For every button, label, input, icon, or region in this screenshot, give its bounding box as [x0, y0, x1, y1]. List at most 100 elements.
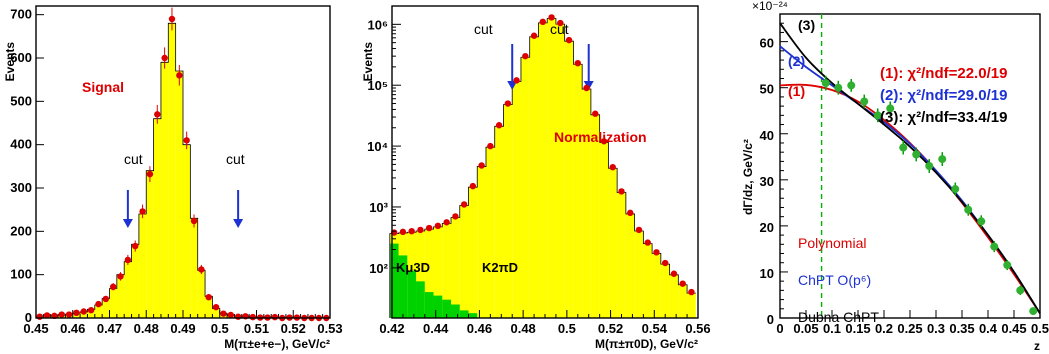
- normalization-mc-bar: [520, 57, 530, 319]
- spectrum-x-tick-label: 0.15: [845, 321, 870, 336]
- normalization-data-point: [679, 280, 686, 287]
- normalization-data-point: [513, 77, 520, 84]
- normalization-data-point: [434, 222, 442, 230]
- spectrum-x-tick-label: 0.25: [897, 321, 922, 336]
- spectrum-curve-tag: (2): [788, 53, 805, 69]
- signal-mc-bar: [175, 71, 183, 318]
- spectrum-x-tick-label: 0.5: [1031, 321, 1049, 336]
- normalization-kmu3-bar: [407, 270, 417, 318]
- normalization-mc-bar: [608, 168, 618, 318]
- signal-y-tick-label: 100: [10, 267, 32, 282]
- normalization-x-tick-label: 0.54: [642, 321, 668, 336]
- signal-data-point: [139, 208, 146, 215]
- spectrum-y-tick-label: 10: [760, 266, 774, 281]
- signal-data-point: [176, 72, 183, 79]
- normalization-data-point: [408, 227, 415, 235]
- normalization-mc-bar: [529, 36, 539, 318]
- signal-y-tick-label: 700: [10, 7, 32, 22]
- normalization-data-point: [635, 226, 643, 234]
- normalization-panel: 0.42 0.44 0.46 0.48 0.5 0.52 0.54 0.56 10² 10³ 10⁴…: [361, 5, 711, 351]
- signal-y-tick-label: 300: [10, 180, 32, 195]
- signal-x-tick-label: 0.51: [244, 321, 269, 336]
- spectrum-y-tick-label: 40: [760, 128, 774, 143]
- normalization-mc-bar: [512, 81, 521, 319]
- normalization-mc-bar: [660, 264, 670, 318]
- spectrum-data-point: [860, 97, 869, 106]
- signal-y-tick-label: 600: [10, 50, 32, 65]
- normalization-mc-bar: [485, 147, 495, 318]
- spectrum-y-axis-title: dΓ/dz, GeV/c²: [741, 139, 755, 215]
- signal-data-point: [271, 313, 279, 321]
- normalization-kmu3-bar: [442, 299, 452, 318]
- normalization-mc-bar: [687, 293, 696, 318]
- spectrum-model-label: Dubna ChPT: [798, 309, 879, 325]
- normalization-data-point: [627, 209, 634, 217]
- signal-mc-bar: [212, 308, 220, 318]
- signal-mc-bar: [183, 144, 191, 318]
- spectrum-model-label: ChPT O(p⁶): [798, 272, 871, 288]
- normalization-kmu3-bar: [424, 292, 434, 318]
- spectrum-x-tick-label: 0.05: [793, 321, 818, 336]
- normalization-data-point: [460, 201, 468, 208]
- signal-mc-bar: [102, 298, 110, 318]
- normalization-kmu3-bar: [433, 295, 443, 318]
- cut-label-right-2: cut: [550, 21, 569, 37]
- normalization-mc-bar: [547, 18, 556, 319]
- normalization-data-point: [548, 14, 555, 21]
- cut-label-right: cut: [226, 151, 245, 167]
- normalization-data-point: [574, 59, 581, 67]
- signal-axes: 0.45 0.46 0.47 0.48 0.49 0.5 0.51 0.52 0.53 0 100 2…: [10, 5, 343, 336]
- normalization-data-point: [644, 239, 651, 246]
- spectrum-data-point: [990, 242, 999, 251]
- normalization-mc-bar: [669, 274, 679, 318]
- normalization-data-point: [452, 213, 459, 220]
- normalization-data-points: [390, 14, 695, 296]
- signal-y-tick-label: 500: [10, 93, 32, 108]
- normalization-mc-bar: [573, 64, 583, 318]
- spectrum-data-points: [821, 75, 1038, 316]
- signal-mc-bar: [116, 274, 125, 318]
- normalization-mc-bar: [634, 230, 644, 318]
- signal-cut-arrow-left-head: [122, 219, 133, 228]
- normalization-data-point: [609, 163, 616, 171]
- signal-data-point: [212, 303, 220, 311]
- normalization-mc-bar: [652, 253, 661, 318]
- signal-data-point: [220, 310, 227, 317]
- signal-data-point: [102, 295, 110, 303]
- region-label-kmu3: Kμ3D: [396, 260, 430, 275]
- spectrum-y-tick-label: 0: [767, 312, 774, 327]
- spectrum-legend-entry: (3): χ²/ndf=33.4/19: [880, 109, 1007, 126]
- spectrum-data-point: [847, 81, 856, 90]
- signal-data-point: [117, 273, 124, 280]
- normalization-data-point: [670, 270, 678, 277]
- signal-y-axis-title: Events: [3, 42, 17, 82]
- normalization-data-point: [592, 110, 599, 117]
- normalization-mc-bar: [424, 229, 434, 318]
- spectrum-y-tick-label: 50: [760, 82, 774, 97]
- normalization-mc-bar: [494, 126, 504, 318]
- normalization-kmu3-bar: [389, 243, 399, 318]
- spectrum-curve-tag: (1): [788, 83, 805, 99]
- spectrum-model-labels: Polynomial ChPT O(p⁶) Dubna ChPT: [798, 235, 879, 325]
- spectrum-x-axis-title: z: [1034, 339, 1040, 353]
- normalization-data-point: [565, 36, 573, 44]
- region-label-k2pi: K2πD: [482, 260, 518, 275]
- normalization-x-tick-label: 0.42: [379, 321, 404, 336]
- signal-mc-bar: [80, 311, 88, 318]
- signal-data-point: [227, 311, 234, 319]
- signal-y-tick-label: 0: [25, 310, 32, 325]
- signal-data-point: [146, 170, 154, 178]
- spectrum-data-point: [873, 111, 882, 120]
- spectrum-data-point: [925, 162, 934, 170]
- normalization-kmu3-bar: [468, 313, 478, 318]
- signal-x-tick-label: 0.53: [317, 321, 342, 336]
- signal-mc-bar: [131, 244, 139, 318]
- normalization-mc-bar: [459, 205, 469, 318]
- normalization-y-tick-label: 10³: [369, 200, 388, 215]
- normalization-label: Normalization: [554, 129, 647, 145]
- spectrum-x-tick-label: 0.1: [823, 321, 841, 336]
- normalization-mc-histogram: [389, 18, 696, 319]
- spectrum-y-tick-label: 20: [760, 220, 774, 235]
- spectrum-legend: (1): χ²/ndf=22.0/19 (2): χ²/ndf=29.0/19 (3…: [880, 65, 1007, 126]
